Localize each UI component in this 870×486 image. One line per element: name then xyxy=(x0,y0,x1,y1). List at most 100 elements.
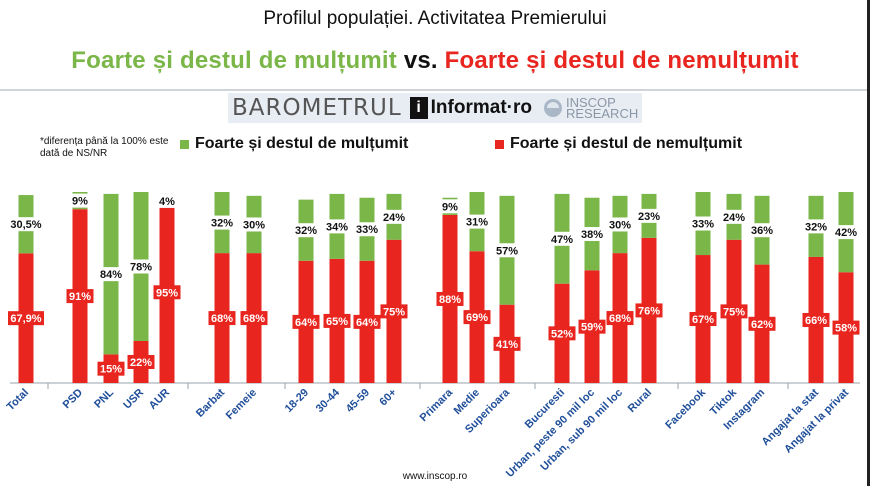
data-label-dissatisfied: 58% xyxy=(835,323,857,335)
label-bg xyxy=(292,314,320,329)
data-label-satisfied: 57% xyxy=(496,245,518,257)
data-label-dissatisfied: 68% xyxy=(609,313,631,325)
data-label-dissatisfied: 75% xyxy=(383,306,405,318)
data-label-dissatisfied: 64% xyxy=(356,317,378,329)
data-label-dissatisfied: 68% xyxy=(243,313,265,325)
data-label-satisfied: 36% xyxy=(751,225,773,237)
data-label-satisfied: 78% xyxy=(130,261,152,273)
data-label-satisfied: 4% xyxy=(159,196,175,208)
label-bg xyxy=(240,311,268,326)
label-bg xyxy=(8,217,44,232)
data-label-satisfied: 42% xyxy=(835,227,857,239)
label-bg xyxy=(97,361,125,376)
data-label-satisfied: 9% xyxy=(72,196,88,208)
label-bg xyxy=(578,319,606,334)
category-label: PSD xyxy=(61,387,86,412)
label-bg xyxy=(153,285,181,300)
label-bg xyxy=(292,223,320,238)
category-label: AUR xyxy=(147,387,172,412)
data-label-satisfied: 30% xyxy=(243,219,265,231)
label-bg xyxy=(748,316,776,331)
category-label: 60+ xyxy=(377,387,399,409)
category-label: Rural xyxy=(626,387,654,415)
footer-url: www.inscop.ro xyxy=(402,471,468,482)
data-label-satisfied: 33% xyxy=(692,219,714,231)
label-bg xyxy=(97,267,125,282)
legend-swatch xyxy=(495,139,504,149)
label-bg xyxy=(208,311,236,326)
label-bg xyxy=(463,214,491,229)
data-label-satisfied: 32% xyxy=(805,221,827,233)
data-label-dissatisfied: 15% xyxy=(100,364,122,376)
label-bg xyxy=(578,227,606,242)
label-bg xyxy=(493,243,521,258)
inscop-name: INSCOP xyxy=(565,95,616,110)
data-label-dissatisfied: 59% xyxy=(581,322,603,334)
data-label-dissatisfied: 67% xyxy=(692,314,714,326)
label-bg xyxy=(8,311,44,326)
data-label-dissatisfied: 67,9% xyxy=(10,313,41,325)
label-bg xyxy=(606,217,634,232)
data-label-satisfied: 32% xyxy=(295,225,317,237)
label-bg xyxy=(127,354,155,369)
label-bg xyxy=(748,223,776,238)
headline: Foarte și destul de mulțumit vs. Foarte … xyxy=(0,47,870,75)
inscop-logo: INSCOP RESEARCH xyxy=(565,95,639,121)
data-label-dissatisfied: 75% xyxy=(723,306,745,318)
data-label-satisfied: 84% xyxy=(100,269,122,281)
legend-dissatisfied: Foarte și destul de nemulțumit xyxy=(495,135,742,153)
label-bg xyxy=(127,259,155,274)
category-label: Facebook xyxy=(663,386,708,431)
informat-logo: Informat·ro xyxy=(430,97,532,118)
data-label-dissatisfied: 65% xyxy=(326,316,348,328)
data-label-satisfied: 30,5% xyxy=(10,219,41,231)
category-label: Femeie xyxy=(224,387,259,422)
headline-dissatisfied: Foarte și destul de nemulțumit xyxy=(444,47,799,74)
legend-satisfied: Foarte și destul de mulțumit xyxy=(180,135,408,153)
data-label-satisfied: 23% xyxy=(638,211,660,223)
label-bg xyxy=(153,193,181,208)
label-bg xyxy=(548,231,576,246)
legend-swatch xyxy=(180,139,189,149)
label-bg xyxy=(463,310,491,325)
label-bg xyxy=(689,312,717,327)
label-bg xyxy=(380,304,408,319)
data-label-dissatisfied: 22% xyxy=(130,357,152,369)
data-label-dissatisfied: 66% xyxy=(805,315,827,327)
data-label-satisfied: 34% xyxy=(326,221,348,233)
label-bg xyxy=(436,291,464,306)
label-bg xyxy=(548,326,576,341)
data-label-dissatisfied: 64% xyxy=(295,317,317,329)
label-bg xyxy=(832,320,860,335)
data-label-satisfied: 47% xyxy=(551,234,573,246)
inscop-icon xyxy=(543,99,562,117)
data-label-dissatisfied: 41% xyxy=(496,339,518,351)
category-label: 30-44 xyxy=(314,386,343,415)
barometer-logo: BAROMETRUL xyxy=(232,95,402,121)
label-bg xyxy=(208,215,236,230)
category-label: Barbat xyxy=(194,386,227,419)
data-label-dissatisfied: 91% xyxy=(69,291,91,303)
data-label-satisfied: 32% xyxy=(211,218,233,230)
page-title: Profilul populației. Activitatea Premier… xyxy=(263,8,607,29)
data-label-satisfied: 38% xyxy=(581,229,603,241)
label-bg xyxy=(689,216,717,231)
data-label-dissatisfied: 95% xyxy=(156,287,178,299)
label-bg xyxy=(606,311,634,326)
legend-label: Foarte și destul de nemulțumit xyxy=(510,135,743,152)
inscop-sub: RESEARCH xyxy=(565,106,639,121)
data-label-satisfied: 30% xyxy=(609,219,631,231)
frame-edge xyxy=(867,0,870,486)
label-bg xyxy=(323,313,351,328)
divider xyxy=(0,89,870,91)
label-bg xyxy=(380,209,408,224)
label-bg xyxy=(802,312,830,327)
label-bg xyxy=(353,222,381,237)
headline-satisfied: Foarte și destul de mulțumit xyxy=(71,47,397,74)
label-bg xyxy=(720,304,748,319)
data-label-satisfied: 31% xyxy=(466,217,488,229)
category-label: 45-59 xyxy=(344,387,372,415)
data-label-dissatisfied: 76% xyxy=(638,305,660,317)
label-bg xyxy=(240,217,268,232)
